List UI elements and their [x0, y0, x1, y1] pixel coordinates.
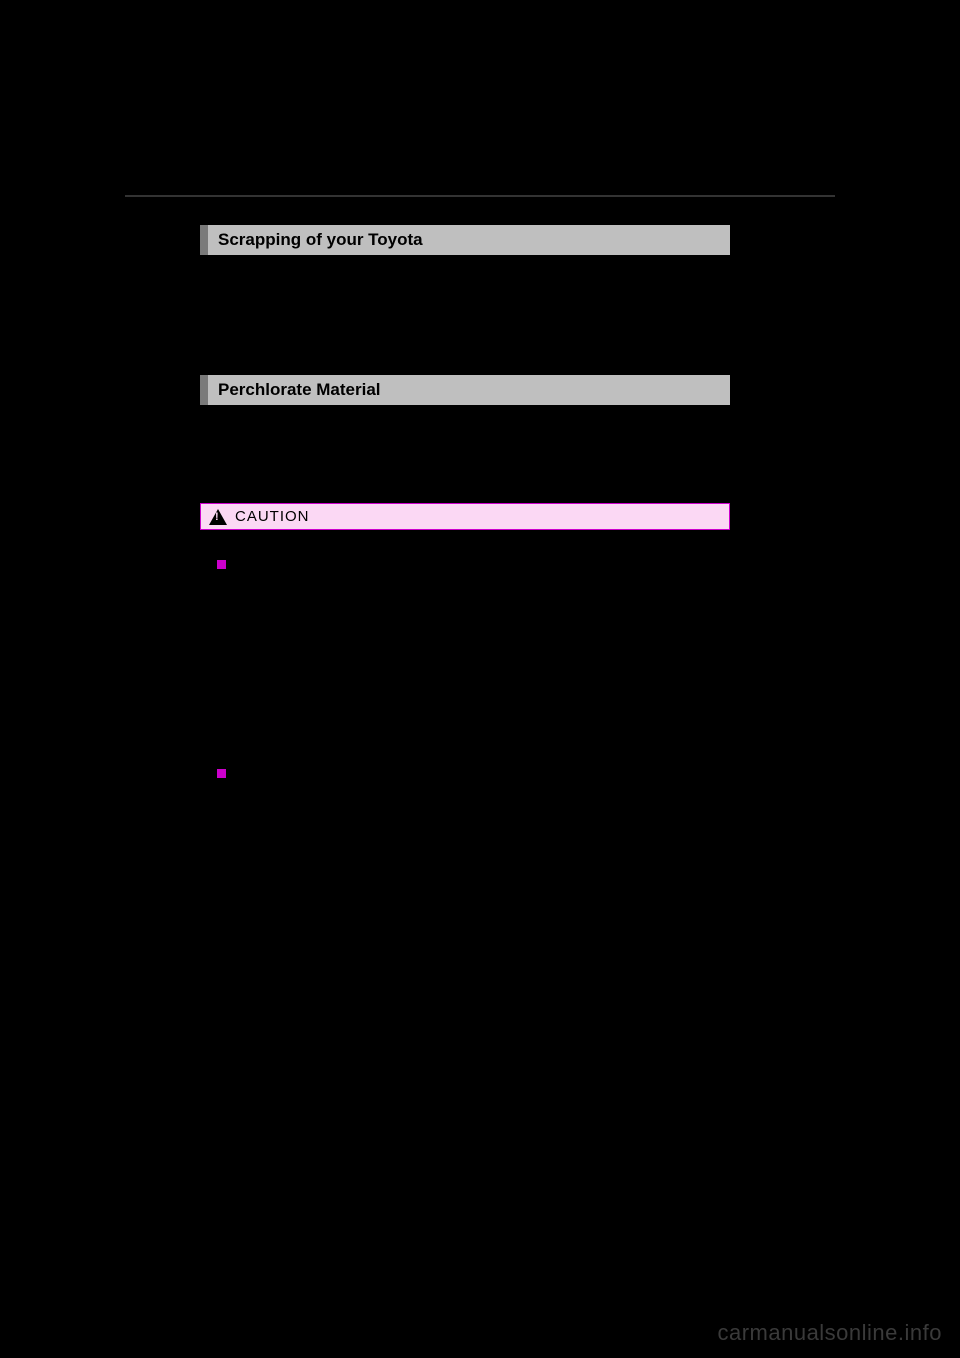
warning-triangle-icon [209, 509, 227, 525]
list-bullet [217, 560, 226, 569]
section-header-perchlorate: Perchlorate Material [200, 375, 730, 405]
top-divider [125, 195, 835, 197]
spacer [125, 405, 835, 503]
caution-label: CAUTION [235, 508, 310, 525]
page-content: Scrapping of your Toyota Perchlorate Mat… [125, 195, 835, 778]
spacer [125, 255, 835, 375]
section-title: Scrapping of your Toyota [218, 230, 423, 249]
list-bullet [217, 769, 226, 778]
watermark-text: carmanualsonline.info [717, 1320, 942, 1346]
caution-box: CAUTION [200, 503, 730, 530]
section-header-scrapping: Scrapping of your Toyota [200, 225, 730, 255]
section-title: Perchlorate Material [218, 380, 381, 399]
